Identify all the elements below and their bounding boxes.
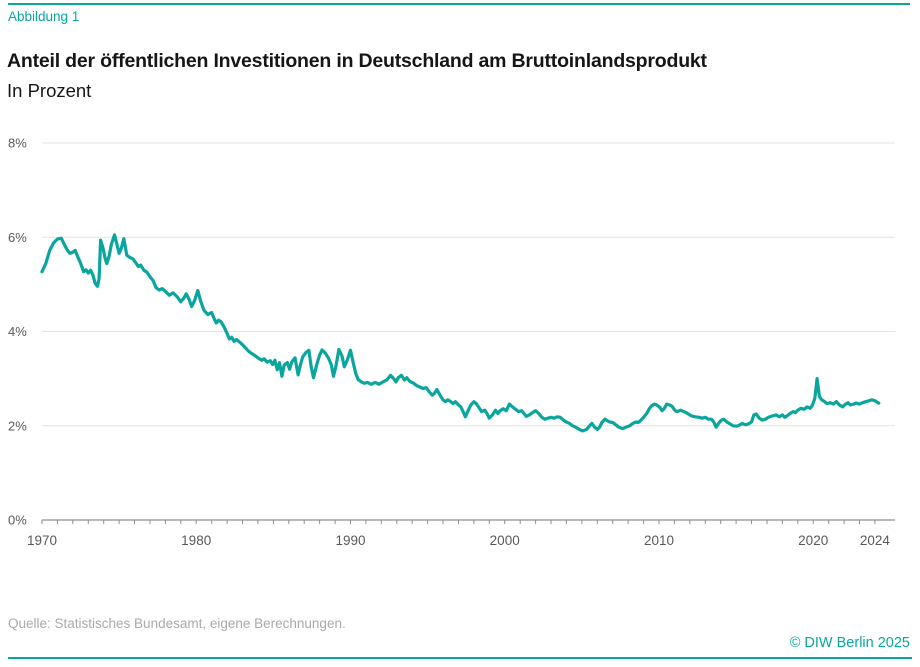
y-axis-tick-label: 4%: [8, 324, 27, 339]
y-axis-tick-label: 6%: [8, 230, 27, 245]
x-axis-tick-label: 2000: [490, 533, 520, 548]
x-axis-tick-label: 1970: [27, 533, 57, 548]
chart-subtitle: In Prozent: [7, 80, 92, 101]
y-axis-tick-label: 8%: [8, 136, 27, 151]
x-axis-tick-label: 2010: [644, 533, 674, 548]
series-line: [40, 233, 881, 433]
x-axis-tick-label: 2020: [798, 533, 828, 548]
chart-title: Anteil der öffentlichen Investitionen in…: [7, 50, 707, 72]
x-axis-tick-label: 1980: [181, 533, 211, 548]
x-axis-tick-label: 1990: [335, 533, 365, 548]
line-chart: 0% 2% 4% 6% 8% 1970 1980 1990 2000 2010 2020 2024: [8, 136, 895, 548]
top-divider: [8, 3, 910, 5]
bottom-divider: [8, 657, 912, 659]
y-axis-tick-label: 0%: [8, 513, 27, 528]
figure-label: Abbildung 1: [8, 9, 80, 24]
copyright-note: © DIW Berlin 2025: [789, 635, 910, 651]
source-note: Quelle: Statistisches Bundesamt, eigene …: [8, 616, 346, 631]
y-axis-tick-label: 2%: [8, 418, 27, 433]
x-axis-tick-label: 2024: [860, 533, 891, 548]
